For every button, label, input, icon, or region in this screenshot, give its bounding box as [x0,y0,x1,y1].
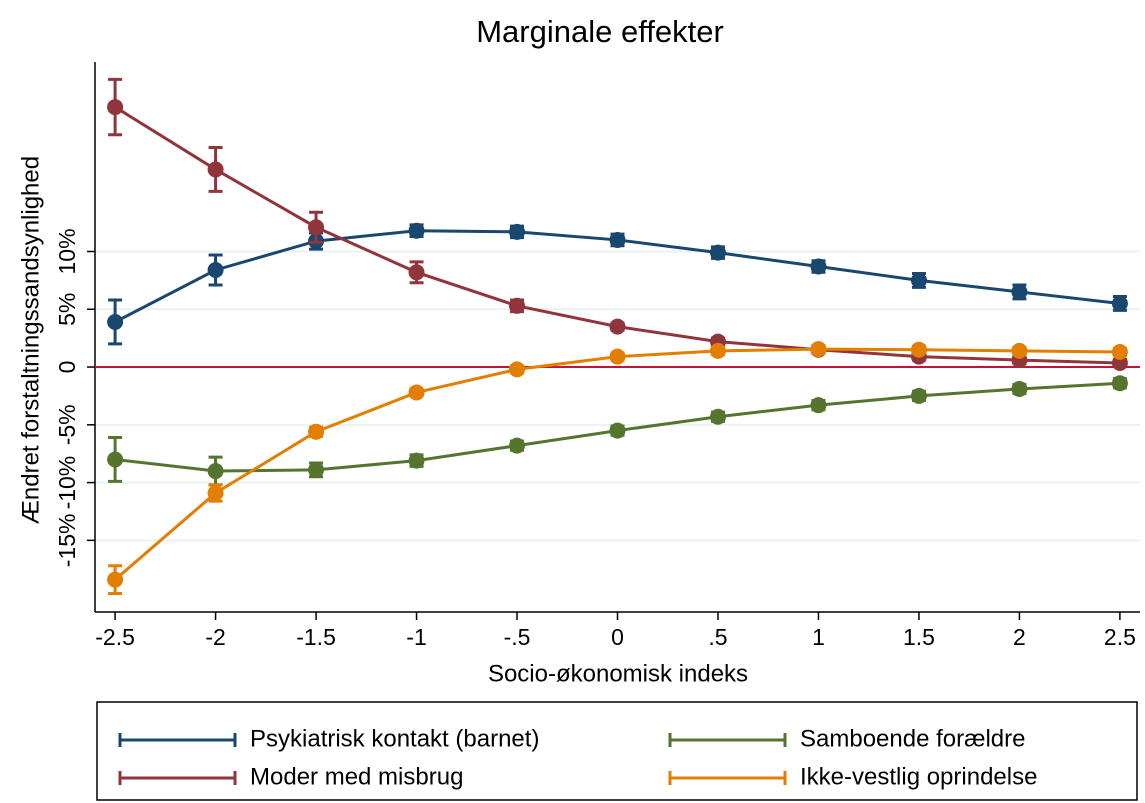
x-tick-label: 1.5 [903,624,935,650]
point [308,461,325,478]
point [1111,295,1128,312]
point [910,341,927,358]
point [1011,283,1028,300]
x-tick-label: -2 [205,624,225,650]
y-tick-label: -10% [54,456,80,510]
point [107,571,124,588]
chart-title: Marginale effekter [476,14,724,49]
y-tick-label: 0 [54,361,80,374]
legend-label: Psykiatrisk kontakt (barnet) [250,725,539,752]
y-axis-label: Ændret forstaltningssandsynlighed [17,156,44,524]
point [107,451,124,468]
point [810,258,827,275]
y-tick-label: 5% [54,293,80,326]
point [709,244,726,261]
point [1011,342,1028,359]
point [509,223,526,240]
point [308,219,325,236]
legend-swatch [668,771,787,785]
legend-label: Ikke-vestlig oprindelse [800,763,1037,790]
point [408,384,425,401]
point [308,423,325,440]
point [107,313,124,330]
point [1111,344,1128,361]
point [207,463,224,480]
x-tick-label: -1.5 [296,624,336,650]
legend-box [96,701,1138,801]
x-tick-label: 2.5 [1104,624,1136,650]
y-tick-label: -5% [54,404,80,445]
point [408,222,425,239]
legend-label: Samboende forældre [800,725,1025,752]
legend-swatch [118,771,237,785]
x-tick-label: 0 [611,624,624,650]
point [609,231,626,248]
x-tick-label: -2.5 [95,624,135,650]
legend-swatch [118,733,237,747]
point [509,297,526,314]
point [1111,375,1128,392]
point [207,161,224,178]
y-tick-label: 10% [54,228,80,274]
point [910,387,927,404]
x-tick-label: 1 [812,624,825,650]
point [910,272,927,289]
point [207,484,224,501]
series-line [114,347,1120,581]
x-axis-label: Socio-økonomisk indeks [488,660,748,687]
point [810,341,827,358]
x-tick-label: -1 [406,624,426,650]
y-tick-label: -15% [54,514,80,568]
x-tick-label: .5 [708,624,727,650]
point [509,361,526,378]
point [609,348,626,365]
legend-swatch [668,733,787,747]
point [408,264,425,281]
point [1011,380,1028,397]
x-tick-label: -.5 [504,624,531,650]
point [609,422,626,439]
point [810,397,827,414]
point [1111,354,1128,371]
point [709,342,726,359]
point [207,261,224,278]
legend-label: Moder med misbrug [250,763,463,790]
point [709,408,726,425]
point [107,99,124,116]
point [408,452,425,469]
point [609,318,626,335]
x-tick-label: 2 [1013,624,1026,650]
point [509,437,526,454]
